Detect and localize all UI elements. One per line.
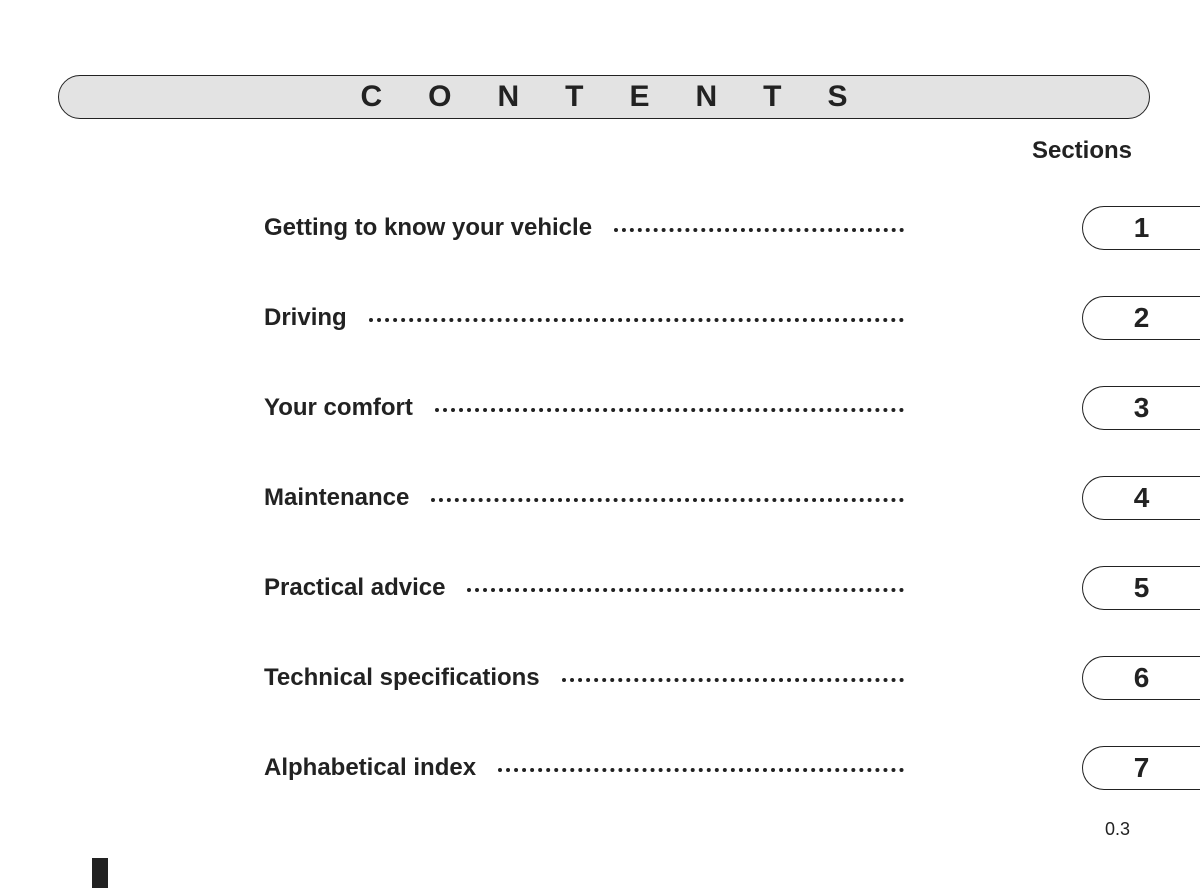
leader-dots	[562, 678, 904, 682]
toc-label: Technical specifications	[264, 664, 540, 692]
leader-dots	[431, 498, 904, 502]
toc-entry: Driving	[264, 304, 904, 332]
section-tab: 6	[1082, 656, 1200, 700]
leader-dots	[467, 588, 904, 592]
toc-entry: Technical specifications	[264, 664, 904, 692]
toc-row: Driving 2	[264, 273, 1150, 363]
toc-row: Practical advice 5	[264, 543, 1150, 633]
leader-dots	[614, 228, 904, 232]
toc-label: Driving	[264, 304, 347, 332]
toc-label: Practical advice	[264, 574, 445, 602]
contents-page: CONTENTS Sections Getting to know your v…	[0, 0, 1200, 888]
leader-dots	[498, 768, 904, 772]
toc-row: Technical specifications 6	[264, 633, 1150, 723]
toc-label: Maintenance	[264, 484, 409, 512]
toc-row: Getting to know your vehicle 1	[264, 183, 1150, 273]
section-tab: 2	[1082, 296, 1200, 340]
leader-dots	[435, 408, 904, 412]
section-tab: 1	[1082, 206, 1200, 250]
section-tab: 5	[1082, 566, 1200, 610]
toc-row: Maintenance 4	[264, 453, 1150, 543]
title-bar: CONTENTS	[58, 75, 1150, 119]
section-tab: 4	[1082, 476, 1200, 520]
toc-entry: Your comfort	[264, 394, 904, 422]
thumb-index-mark	[92, 858, 108, 888]
section-tab: 3	[1082, 386, 1200, 430]
toc-list: Getting to know your vehicle 1 Driving 2…	[264, 183, 1150, 813]
toc-entry: Getting to know your vehicle	[264, 214, 904, 242]
toc-label: Your comfort	[264, 394, 413, 422]
page-title: CONTENTS	[315, 80, 894, 114]
toc-row: Alphabetical index 7	[264, 723, 1150, 813]
page-number: 0.3	[1105, 819, 1130, 840]
toc-entry: Practical advice	[264, 574, 904, 602]
sections-heading: Sections	[58, 137, 1150, 165]
toc-entry: Alphabetical index	[264, 754, 904, 782]
toc-label: Alphabetical index	[264, 754, 476, 782]
toc-row: Your comfort 3	[264, 363, 1150, 453]
toc-label: Getting to know your vehicle	[264, 214, 592, 242]
toc-entry: Maintenance	[264, 484, 904, 512]
leader-dots	[369, 318, 904, 322]
section-tab: 7	[1082, 746, 1200, 790]
